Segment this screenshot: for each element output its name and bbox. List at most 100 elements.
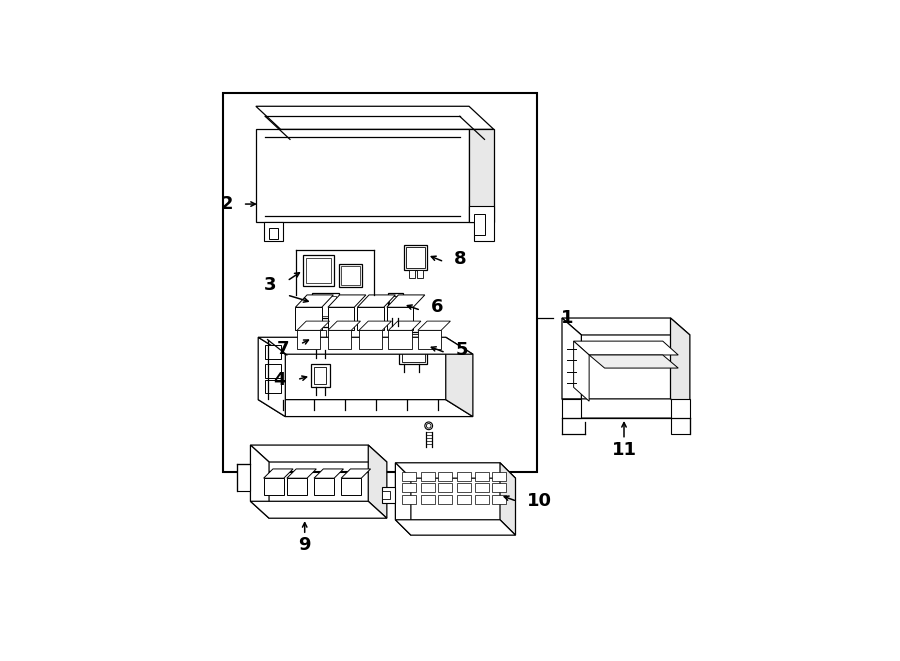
Polygon shape bbox=[258, 400, 472, 416]
Polygon shape bbox=[402, 472, 417, 481]
Text: 8: 8 bbox=[454, 250, 467, 268]
Polygon shape bbox=[250, 501, 387, 518]
Polygon shape bbox=[256, 106, 494, 130]
Polygon shape bbox=[562, 318, 581, 418]
Polygon shape bbox=[469, 206, 494, 241]
Polygon shape bbox=[250, 445, 387, 462]
Polygon shape bbox=[338, 264, 362, 288]
Text: 11: 11 bbox=[611, 442, 636, 459]
Polygon shape bbox=[357, 307, 383, 330]
Polygon shape bbox=[446, 337, 472, 416]
Text: 9: 9 bbox=[299, 536, 311, 554]
Polygon shape bbox=[258, 337, 285, 416]
Polygon shape bbox=[473, 214, 484, 235]
Polygon shape bbox=[295, 295, 333, 307]
Polygon shape bbox=[573, 341, 590, 401]
Text: 10: 10 bbox=[527, 492, 552, 510]
Polygon shape bbox=[492, 472, 506, 481]
Polygon shape bbox=[357, 295, 395, 307]
Polygon shape bbox=[492, 495, 506, 504]
Polygon shape bbox=[456, 495, 471, 504]
Polygon shape bbox=[310, 327, 329, 350]
Polygon shape bbox=[314, 330, 327, 347]
Polygon shape bbox=[266, 345, 282, 359]
Polygon shape bbox=[387, 295, 425, 307]
Polygon shape bbox=[395, 463, 411, 535]
Polygon shape bbox=[250, 445, 269, 518]
Polygon shape bbox=[303, 255, 334, 286]
Polygon shape bbox=[382, 491, 390, 499]
Polygon shape bbox=[237, 464, 250, 491]
Text: 5: 5 bbox=[455, 341, 468, 360]
Polygon shape bbox=[359, 330, 382, 349]
Polygon shape bbox=[590, 355, 679, 368]
Polygon shape bbox=[341, 266, 360, 285]
Polygon shape bbox=[670, 318, 690, 418]
Polygon shape bbox=[475, 495, 490, 504]
Polygon shape bbox=[400, 332, 428, 364]
Polygon shape bbox=[562, 318, 690, 335]
Polygon shape bbox=[421, 483, 435, 492]
Polygon shape bbox=[401, 334, 425, 362]
Polygon shape bbox=[404, 245, 428, 270]
Bar bbox=[223, 93, 537, 472]
Polygon shape bbox=[266, 364, 282, 378]
Polygon shape bbox=[258, 337, 472, 354]
Polygon shape bbox=[469, 130, 494, 222]
Polygon shape bbox=[438, 472, 452, 481]
Polygon shape bbox=[418, 330, 441, 349]
Polygon shape bbox=[395, 520, 516, 535]
Polygon shape bbox=[368, 445, 387, 518]
Polygon shape bbox=[456, 472, 471, 481]
Polygon shape bbox=[314, 469, 344, 478]
Polygon shape bbox=[500, 463, 516, 535]
Polygon shape bbox=[306, 258, 331, 283]
Polygon shape bbox=[387, 307, 413, 330]
Polygon shape bbox=[402, 495, 417, 504]
Text: 6: 6 bbox=[431, 298, 444, 316]
Polygon shape bbox=[438, 483, 452, 492]
Text: 4: 4 bbox=[274, 371, 286, 389]
Polygon shape bbox=[389, 330, 411, 349]
Polygon shape bbox=[475, 483, 490, 492]
Polygon shape bbox=[312, 293, 338, 318]
Polygon shape bbox=[264, 469, 293, 478]
Polygon shape bbox=[359, 321, 392, 330]
Polygon shape bbox=[328, 321, 361, 330]
Polygon shape bbox=[388, 293, 403, 318]
Text: 1: 1 bbox=[561, 309, 573, 327]
Polygon shape bbox=[395, 463, 516, 478]
Polygon shape bbox=[475, 472, 490, 481]
Text: 7: 7 bbox=[276, 340, 289, 358]
Polygon shape bbox=[295, 307, 322, 330]
Polygon shape bbox=[382, 487, 395, 503]
Polygon shape bbox=[492, 483, 506, 492]
Polygon shape bbox=[269, 228, 278, 239]
Polygon shape bbox=[266, 379, 282, 393]
Polygon shape bbox=[406, 247, 425, 268]
Polygon shape bbox=[314, 478, 334, 495]
Polygon shape bbox=[409, 270, 415, 278]
Polygon shape bbox=[264, 478, 284, 495]
Polygon shape bbox=[341, 478, 361, 495]
Polygon shape bbox=[315, 295, 337, 316]
Polygon shape bbox=[287, 469, 316, 478]
Polygon shape bbox=[421, 495, 435, 504]
Polygon shape bbox=[456, 483, 471, 492]
Polygon shape bbox=[328, 330, 351, 349]
Polygon shape bbox=[328, 307, 355, 330]
Text: 3: 3 bbox=[265, 276, 277, 294]
Polygon shape bbox=[402, 483, 417, 492]
Polygon shape bbox=[418, 321, 450, 330]
Text: 2: 2 bbox=[220, 195, 232, 213]
Polygon shape bbox=[265, 222, 283, 241]
Polygon shape bbox=[328, 295, 366, 307]
Polygon shape bbox=[562, 399, 581, 418]
Polygon shape bbox=[341, 469, 371, 478]
Polygon shape bbox=[389, 321, 421, 330]
Polygon shape bbox=[573, 341, 679, 355]
Polygon shape bbox=[562, 399, 690, 418]
Polygon shape bbox=[438, 495, 452, 504]
Polygon shape bbox=[417, 270, 423, 278]
Polygon shape bbox=[389, 295, 401, 316]
